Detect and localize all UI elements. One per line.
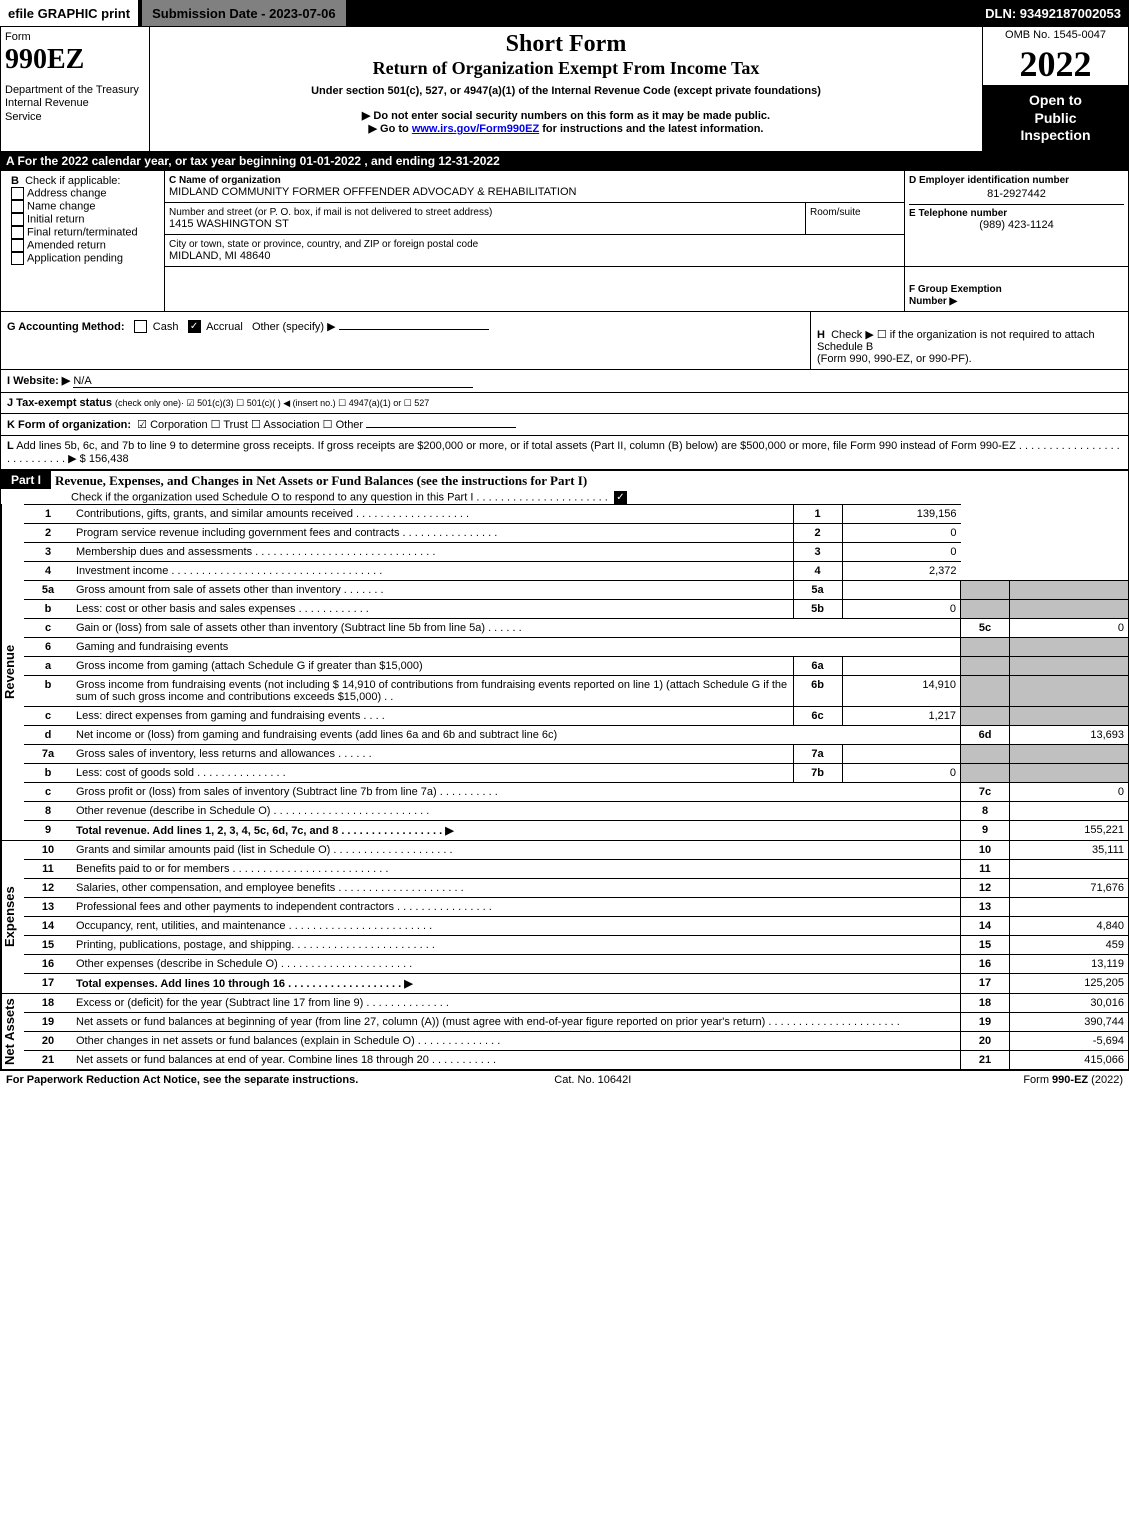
dept-text: Department of the Treasury Internal Reve…: [5, 84, 145, 124]
revenue-lines: 1Contributions, gifts, grants, and simil…: [24, 504, 1128, 840]
method-accrual: Accrual: [206, 321, 243, 333]
street-value: 1415 WASHINGTON ST: [169, 218, 801, 230]
omb-number: OMB No. 1545-0047: [983, 27, 1128, 43]
opt-initial-return: Initial return: [27, 213, 84, 225]
expenses-lines: 10Grants and similar amounts paid (list …: [24, 841, 1128, 993]
section-desc: Under section 501(c), 527, or 4947(a)(1)…: [154, 85, 978, 97]
part-i-check-text: Check if the organization used Schedule …: [51, 491, 1128, 504]
entity-info-table: B Check if applicable: Address change Na…: [0, 170, 1129, 312]
label-c: C Name of organization: [169, 175, 900, 186]
form-footer-right: Form 990-EZ (2022): [1023, 1074, 1123, 1086]
page-footer: For Paperwork Reduction Act Notice, see …: [0, 1070, 1129, 1089]
checkbox-initial-return[interactable]: [11, 213, 24, 226]
room-suite-label: Room/suite: [806, 203, 905, 235]
part-i-title: Revenue, Expenses, and Changes in Net As…: [51, 471, 1128, 491]
label-g: G Accounting Method:: [7, 321, 125, 333]
city-value: MIDLAND, MI 48640: [169, 250, 900, 262]
label-f: F Group Exemption Number ▶: [909, 284, 1002, 307]
telephone-value: (989) 423-1124: [909, 219, 1124, 231]
opt-final-return: Final return/terminated: [27, 226, 138, 238]
city-label: City or town, state or province, country…: [169, 239, 900, 250]
checkbox-final-return[interactable]: [11, 226, 24, 239]
submission-date: Submission Date - 2023-07-06: [142, 0, 346, 26]
checkbox-amended-return[interactable]: [11, 239, 24, 252]
form-label: Form: [5, 31, 145, 44]
section-j-text: (check only one)· ☑ 501(c)(3) ☐ 501(c)( …: [115, 398, 429, 408]
form-number: 990EZ: [5, 44, 145, 76]
checkbox-schedule-o[interactable]: [614, 491, 627, 504]
checkbox-application-pending[interactable]: [11, 252, 24, 265]
efile-tag: efile GRAPHIC print: [0, 0, 138, 26]
tax-year: 2022: [983, 43, 1128, 85]
part-i-tag: Part I: [1, 471, 51, 489]
label-l: L: [7, 440, 14, 452]
netassets-vertical-label: Net Assets: [1, 994, 24, 1069]
gross-receipts-value: 156,438: [89, 453, 129, 465]
checkbox-cash[interactable]: [134, 320, 147, 333]
opt-address-change: Address change: [27, 187, 107, 199]
label-i: I Website: ▶: [7, 375, 70, 387]
ein-value: 81-2927442: [909, 188, 1124, 200]
open-to-public: Open to Public Inspection: [983, 86, 1128, 151]
top-bar: efile GRAPHIC print Submission Date - 20…: [0, 0, 1129, 26]
section-k-text: ☑ Corporation ☐ Trust ☐ Association ☐ Ot…: [137, 419, 363, 431]
label-j: J Tax-exempt status: [7, 397, 112, 409]
checkbox-name-change[interactable]: [11, 200, 24, 213]
label-e: E Telephone number: [909, 208, 1007, 219]
section-a: A For the 2022 calendar year, or tax yea…: [0, 152, 1129, 170]
label-k: K Form of organization:: [7, 419, 131, 431]
label-b: B: [11, 175, 19, 187]
cat-no: Cat. No. 10642I: [554, 1074, 631, 1086]
other-org-line[interactable]: [366, 427, 516, 428]
expenses-vertical-label: Expenses: [1, 841, 24, 993]
form-header: Form 990EZ Department of the Treasury In…: [0, 26, 1129, 152]
method-cash: Cash: [153, 321, 179, 333]
checkbox-address-change[interactable]: [11, 187, 24, 200]
revenue-vertical-label: Revenue: [1, 504, 24, 840]
bullet-2: ▶ Go to www.irs.gov/Form990EZ for instru…: [154, 122, 978, 135]
opt-name-change: Name change: [27, 200, 96, 212]
netassets-lines: 18Excess or (deficit) for the year (Subt…: [24, 994, 1128, 1069]
label-d: D Employer identification number: [909, 175, 1124, 186]
section-h: H Check ▶ ☐ if the organization is not r…: [810, 312, 1128, 369]
org-name: MIDLAND COMMUNITY FORMER OFFFENDER ADVOC…: [169, 186, 900, 198]
street-label: Number and street (or P. O. box, if mail…: [169, 207, 801, 218]
opt-application-pending: Application pending: [27, 252, 123, 264]
checkbox-accrual[interactable]: [188, 320, 201, 333]
bullet-1: ▶ Do not enter social security numbers o…: [154, 109, 978, 122]
check-if-applicable: Check if applicable:: [25, 175, 120, 187]
dln: DLN: 93492187002053: [985, 6, 1129, 21]
method-other: Other (specify) ▶: [252, 321, 336, 333]
website-value: N/A: [73, 375, 473, 388]
irs-link[interactable]: www.irs.gov/Form990EZ: [412, 123, 539, 135]
section-l-text: Add lines 5b, 6c, and 7b to line 9 to de…: [7, 440, 1120, 465]
opt-amended-return: Amended return: [27, 239, 106, 251]
return-title: Return of Organization Exempt From Incom…: [154, 58, 978, 79]
short-form-title: Short Form: [154, 31, 978, 58]
paperwork-notice: For Paperwork Reduction Act Notice, see …: [6, 1074, 358, 1086]
other-specify-line[interactable]: [339, 329, 489, 330]
